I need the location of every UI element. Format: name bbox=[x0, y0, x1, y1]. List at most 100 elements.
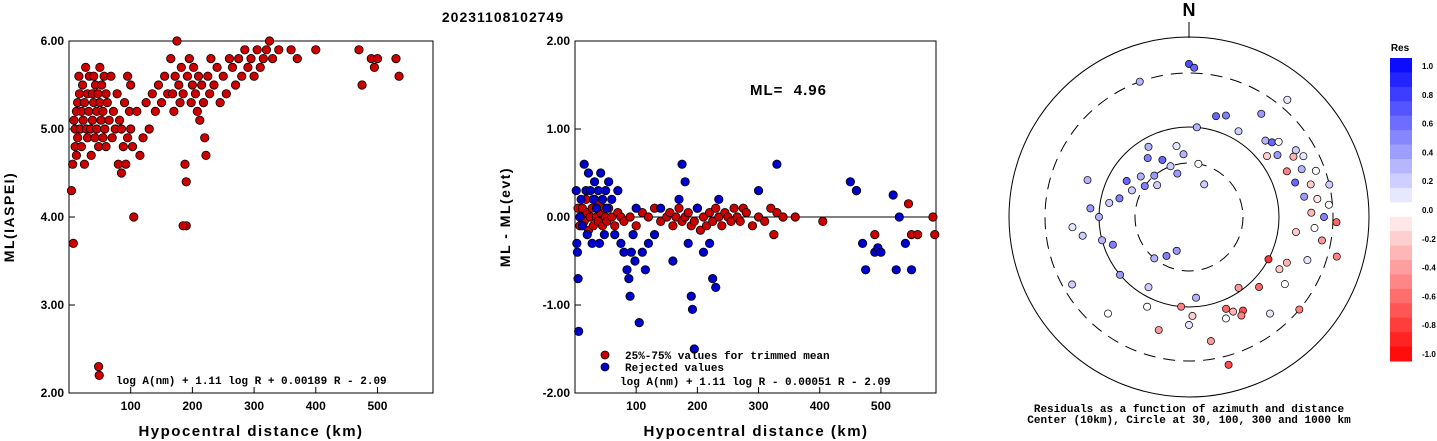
residual-point bbox=[1297, 165, 1306, 174]
residual-point bbox=[1192, 123, 1201, 132]
y-axis-label: ML - ML(evt) bbox=[497, 167, 513, 267]
colorbar-tick-label: 1.0 bbox=[1422, 62, 1434, 71]
data-point bbox=[357, 80, 367, 90]
residual-point bbox=[1068, 280, 1077, 289]
residual-point bbox=[1144, 283, 1153, 292]
trimmed-point bbox=[711, 203, 721, 213]
data-point bbox=[119, 98, 130, 108]
trimmed-point bbox=[625, 212, 635, 222]
data-point bbox=[261, 45, 272, 55]
rejected-point bbox=[677, 159, 687, 169]
rejected-point bbox=[857, 238, 868, 248]
trimmed-point bbox=[643, 212, 654, 222]
data-point bbox=[106, 71, 116, 81]
colorbar-tick-label: -0.2 bbox=[1422, 235, 1436, 244]
residual-point bbox=[1332, 252, 1341, 261]
data-point bbox=[129, 212, 139, 222]
residual-point bbox=[1185, 321, 1193, 329]
colorbar-tick-label: 0.6 bbox=[1422, 120, 1434, 129]
rejected-point bbox=[582, 230, 592, 240]
rejected-point bbox=[687, 304, 698, 314]
data-point bbox=[78, 115, 88, 125]
rejected-point bbox=[631, 203, 641, 213]
data-point bbox=[203, 71, 213, 81]
residual-point bbox=[1115, 194, 1124, 203]
residual-point bbox=[1289, 152, 1298, 161]
colorbar-tick-label: -1.0 bbox=[1422, 350, 1436, 359]
residual-point bbox=[1153, 181, 1162, 190]
data-point bbox=[205, 89, 215, 99]
data-point bbox=[150, 106, 160, 117]
legend-marker-rejected bbox=[600, 362, 610, 372]
trimmed-point bbox=[689, 216, 699, 226]
rejected-point bbox=[680, 177, 690, 187]
rejected-point bbox=[610, 230, 620, 240]
trimmed-point bbox=[701, 221, 712, 231]
residual-point bbox=[1291, 178, 1300, 187]
data-point bbox=[369, 62, 379, 73]
data-point bbox=[252, 45, 262, 55]
trimmed-point bbox=[753, 212, 764, 222]
colorbar-cell bbox=[1390, 86, 1412, 102]
rejected-point bbox=[714, 194, 724, 204]
residual-point bbox=[1237, 311, 1246, 320]
data-point bbox=[107, 133, 117, 143]
trimmed-point bbox=[665, 208, 675, 218]
rejected-point bbox=[628, 230, 638, 240]
rejected-point bbox=[589, 177, 600, 187]
data-point bbox=[201, 150, 211, 160]
rejected-point bbox=[906, 265, 917, 275]
data-point bbox=[69, 115, 79, 125]
data-point bbox=[135, 150, 145, 160]
y-tick-label: 3.00 bbox=[41, 298, 65, 312]
colorbar-cell bbox=[1390, 231, 1412, 247]
data-point bbox=[114, 115, 125, 125]
x-tick-label: 400 bbox=[306, 399, 326, 413]
data-point bbox=[192, 106, 202, 117]
colorbar-cell bbox=[1390, 144, 1412, 160]
rejected-point bbox=[711, 282, 721, 292]
trimmed-point bbox=[631, 221, 641, 231]
data-point bbox=[116, 168, 127, 178]
data-point bbox=[90, 133, 100, 143]
data-point bbox=[153, 80, 164, 90]
colorbar-cell bbox=[1390, 303, 1412, 319]
residual-point bbox=[1221, 111, 1230, 120]
data-point bbox=[178, 221, 188, 231]
x-tick-label: 200 bbox=[687, 399, 707, 413]
data-point bbox=[227, 62, 238, 73]
trimmed-point bbox=[760, 216, 770, 226]
data-point bbox=[127, 142, 138, 152]
data-point bbox=[169, 106, 179, 117]
rejected-point bbox=[683, 238, 693, 248]
residual-point bbox=[1267, 138, 1276, 147]
rejected-point bbox=[900, 238, 911, 248]
y-tick-label: 5.00 bbox=[41, 122, 65, 136]
residual-point bbox=[1280, 280, 1289, 289]
rejected-point bbox=[861, 265, 871, 275]
rejected-point bbox=[596, 168, 606, 178]
x-tick-label: 500 bbox=[367, 399, 387, 413]
residual-point bbox=[1291, 228, 1300, 236]
trimmed-point bbox=[913, 230, 923, 240]
trimmed-point bbox=[747, 221, 758, 231]
residual-point bbox=[1263, 152, 1271, 160]
x-tick-label: 100 bbox=[121, 399, 141, 413]
data-point bbox=[89, 71, 99, 81]
residual-point bbox=[1127, 186, 1136, 195]
rejected-point bbox=[573, 273, 583, 284]
data-point bbox=[97, 80, 107, 90]
legend-label-rejected: Rejected values bbox=[625, 363, 724, 375]
trimmed-point bbox=[671, 212, 681, 222]
data-point bbox=[243, 62, 253, 73]
rejected-point bbox=[649, 230, 660, 240]
data-point bbox=[87, 115, 98, 125]
residual-point bbox=[1221, 314, 1230, 323]
data-point bbox=[77, 80, 88, 90]
trimmed-point bbox=[928, 212, 938, 222]
data-point bbox=[138, 133, 148, 143]
data-point bbox=[190, 89, 201, 99]
residual-point bbox=[1098, 236, 1107, 245]
y-tick-label: -1.00 bbox=[543, 298, 571, 312]
residual-point bbox=[1206, 337, 1215, 346]
